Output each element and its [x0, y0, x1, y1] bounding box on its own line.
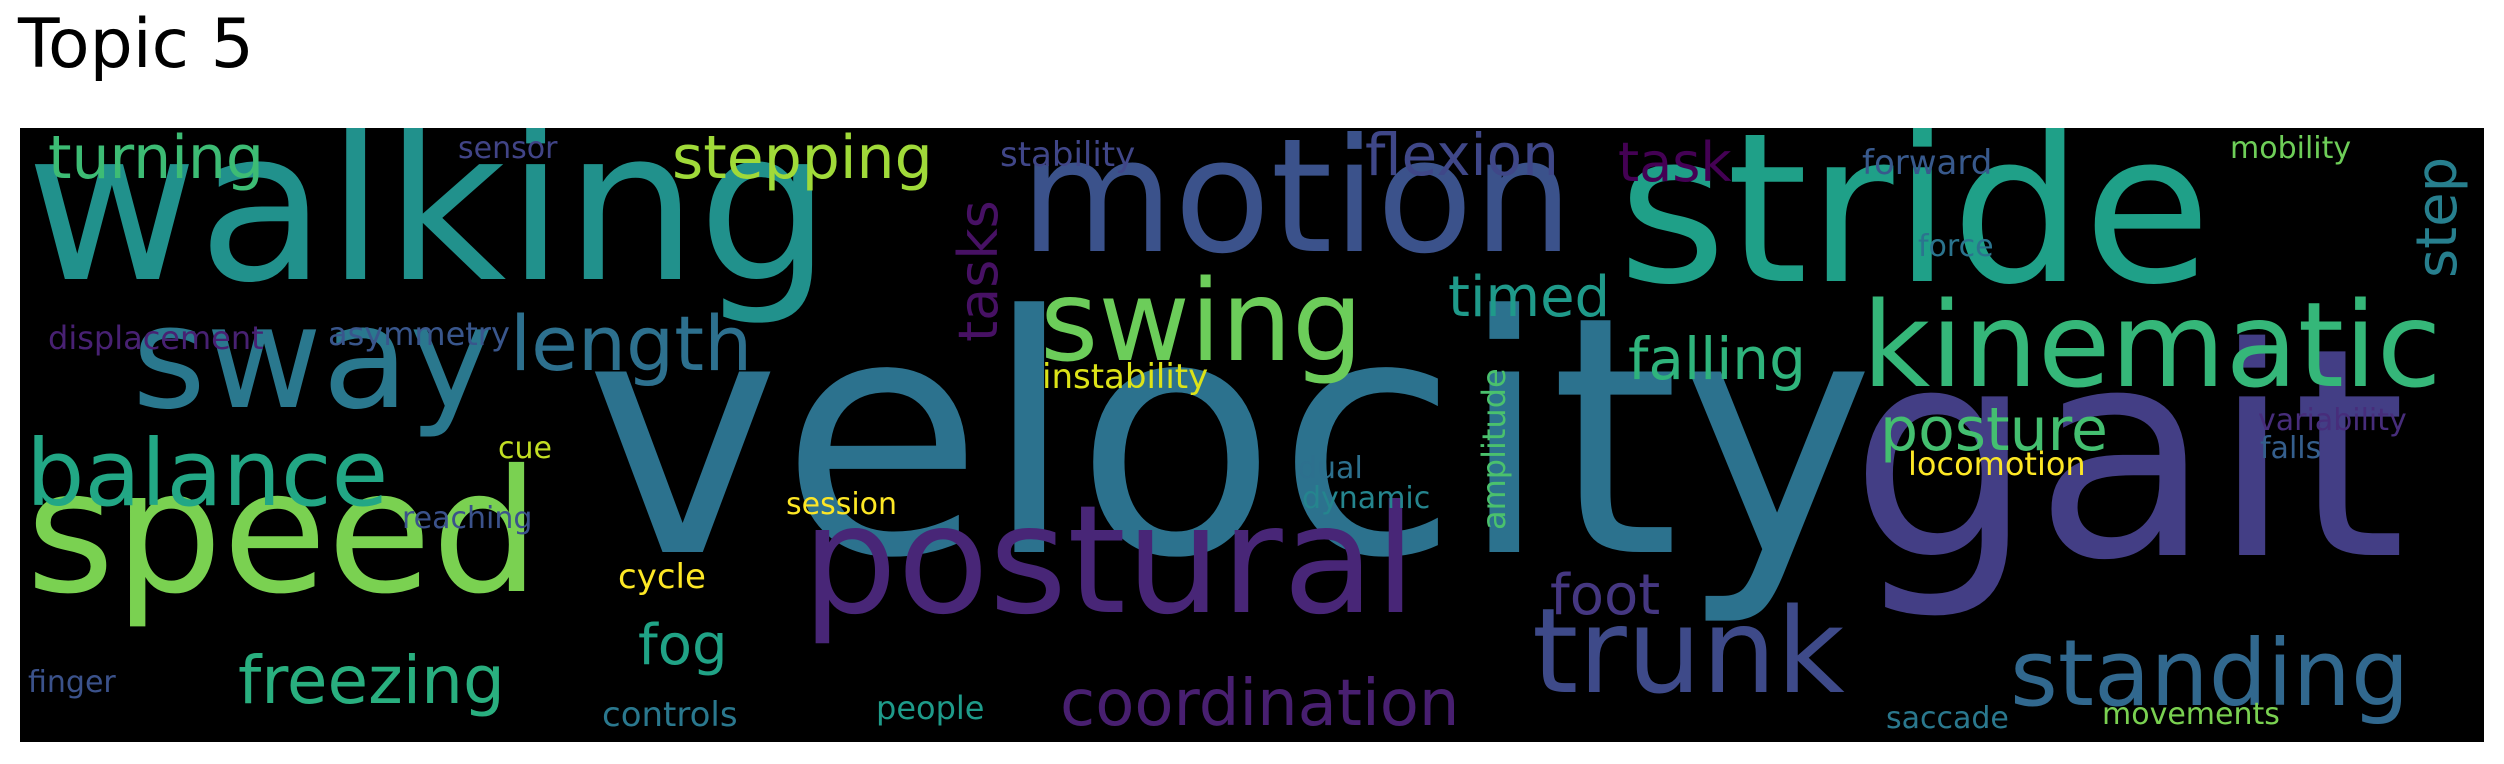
word-timed: timed [1448, 265, 1611, 330]
word-motion: motion [1020, 128, 1574, 289]
word-postural: postural [802, 474, 1417, 648]
word-instability: instability [1042, 357, 1209, 397]
word-foot: foot [1550, 563, 1661, 628]
word-cloud: velocity gait walking stride motion spee… [20, 128, 2484, 742]
word-step: step [2405, 156, 2470, 278]
word-displacement: displacement [48, 319, 264, 357]
word-dynamic: dynamic [1302, 481, 1431, 516]
word-flexion: flexion [1365, 128, 1559, 189]
word-stride: stride [1618, 128, 2212, 331]
word-turning: turning [48, 128, 264, 193]
word-forward: forward [1862, 143, 1993, 183]
word-kinematic: kinematic [1862, 276, 2442, 414]
word-mobility: mobility [2230, 131, 2352, 166]
word-walking: walking [26, 128, 832, 329]
word-swing: swing [1040, 257, 1364, 387]
word-session: session [786, 487, 898, 522]
word-force: force [1918, 229, 1994, 264]
word-asymmetry: asymmetry [328, 315, 510, 353]
word-stepping: stepping [672, 128, 933, 193]
word-falls: falls [2260, 431, 2322, 466]
word-coordination: coordination [1060, 667, 1460, 741]
page-title: Topic 5 [18, 5, 254, 84]
word-cycle: cycle [618, 557, 706, 597]
word-dual: dual [1298, 451, 1363, 486]
word-controls: controls [602, 695, 738, 735]
word-standing: standing [2010, 620, 2410, 727]
word-stability: stability [1000, 135, 1136, 175]
word-balance: balance [26, 420, 389, 527]
word-velocity: velocity [585, 246, 1875, 630]
word-falling: falling [1628, 325, 1806, 393]
word-reaching: reaching [402, 501, 533, 536]
word-speed: speed [26, 434, 540, 632]
word-variability: variability [2258, 403, 2407, 438]
word-saccade: saccade [1886, 701, 2009, 736]
word-gait: gait [1850, 287, 2407, 624]
word-amplitude: amplitude [1475, 368, 1513, 530]
word-length: length [510, 299, 753, 388]
word-locomotion: locomotion [1908, 445, 2086, 483]
word-trunk: trunk [1532, 582, 1845, 720]
word-sway: sway [132, 276, 494, 441]
word-people: people [876, 689, 985, 727]
word-sensor: sensor [458, 131, 558, 166]
word-freezing: freezing [238, 642, 505, 719]
word-posture: posture [1880, 395, 2108, 465]
word-tasks: tasks [947, 200, 1010, 342]
word-fog: fog [638, 613, 728, 678]
word-task: task [1618, 131, 1732, 194]
word-cue: cue [498, 431, 552, 466]
word-movements: movements [2102, 697, 2280, 732]
word-finger: finger [28, 665, 116, 700]
